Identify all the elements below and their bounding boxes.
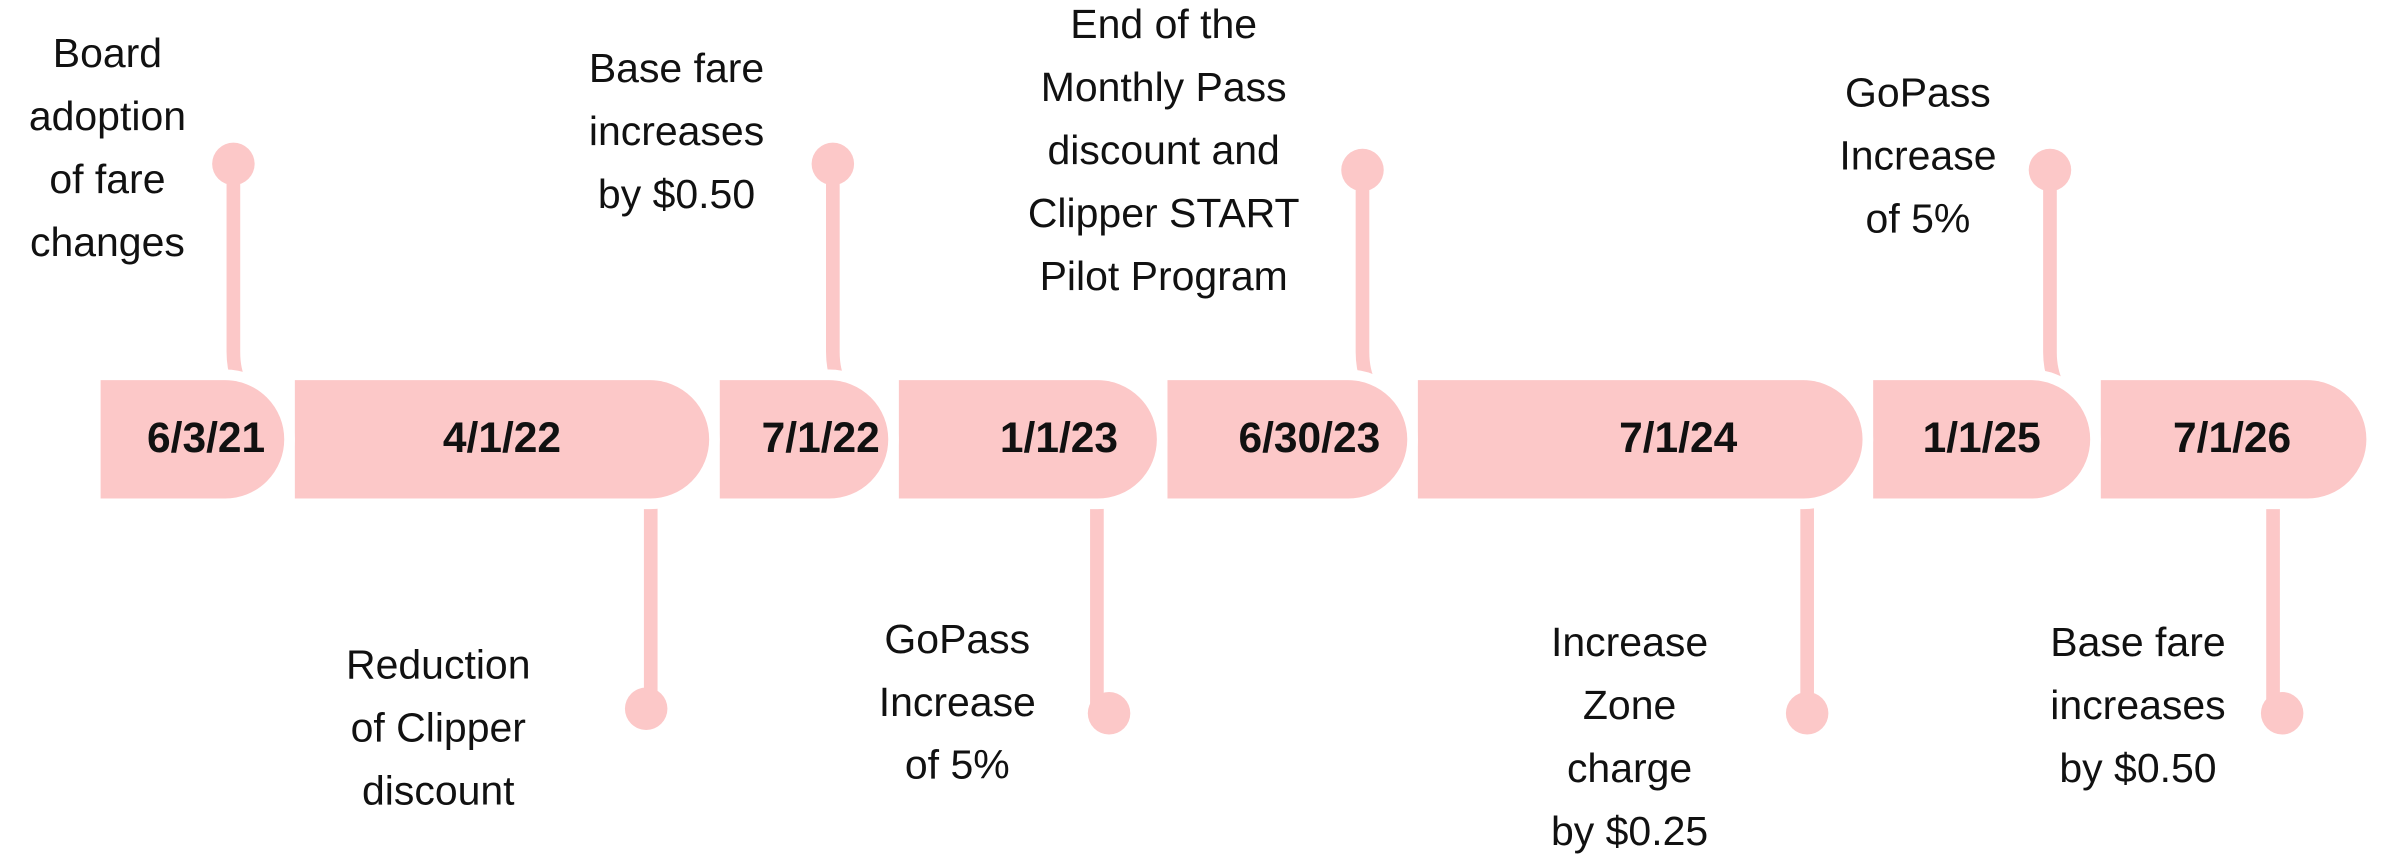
event-label: of 5% [905, 742, 1010, 788]
event-label: End of the [1070, 1, 1257, 47]
event-label: GoPass [1845, 69, 1991, 115]
event-label: of fare [49, 156, 165, 202]
date-label: 7/1/26 [2173, 415, 2291, 462]
timeline-segment [1862, 369, 2101, 510]
event-label: Pilot Program [1040, 253, 1288, 299]
connector [826, 163, 848, 393]
date-label: 1/1/23 [1000, 415, 1118, 462]
timeline-segment [2090, 369, 2377, 510]
pin [2028, 148, 2072, 192]
timeline-segment [709, 369, 899, 510]
timeline-segment [89, 369, 295, 510]
date-label: 6/3/21 [147, 415, 265, 462]
date-label: 4/1/22 [443, 415, 561, 462]
timeline-segment [284, 369, 720, 510]
event-label: discount and [1048, 127, 1280, 173]
event-label: Base fare [589, 45, 764, 91]
pin [1087, 692, 1131, 735]
timeline-segment [888, 369, 1168, 510]
event-label: charge [1567, 745, 1692, 791]
event-label: Zone [1583, 682, 1676, 728]
event-label: Increase [1839, 132, 1996, 178]
event-label: changes [30, 219, 185, 265]
event-label: adoption [29, 93, 186, 139]
event-label: Reduction [346, 642, 530, 688]
event-label: Monthly Pass [1041, 64, 1287, 110]
pin [624, 687, 668, 730]
event-label: GoPass [884, 616, 1030, 662]
pin [2260, 692, 2304, 735]
date-label: 1/1/25 [1923, 415, 2041, 462]
event-label: Increase [1551, 619, 1708, 665]
pin [811, 142, 855, 186]
event-label: Increase [879, 679, 1036, 725]
event-label: increases [589, 108, 764, 154]
event-label: of Clipper [351, 705, 526, 751]
event-label: by $0.50 [2059, 745, 2216, 791]
pin [1341, 148, 1384, 192]
event-label: increases [2050, 682, 2225, 728]
date-label: 7/1/24 [1619, 415, 1737, 462]
date-label: 6/30/23 [1238, 415, 1380, 462]
event-label: Clipper START [1028, 190, 1300, 236]
connector [2043, 169, 2066, 393]
timeline-segment [1156, 369, 1418, 510]
event-label: Base fare [2050, 619, 2225, 665]
connector [226, 163, 249, 393]
timeline-segment [1407, 369, 1874, 510]
event-label: of 5% [1866, 195, 1971, 241]
connector [1355, 169, 1378, 393]
pin [212, 142, 255, 186]
event-label: by $0.50 [598, 171, 755, 217]
event-label: by $0.25 [1551, 808, 1708, 854]
date-label: 7/1/22 [762, 415, 880, 462]
event-label: discount [362, 768, 515, 814]
event-label: Board [53, 30, 162, 76]
pin [1785, 692, 1829, 735]
